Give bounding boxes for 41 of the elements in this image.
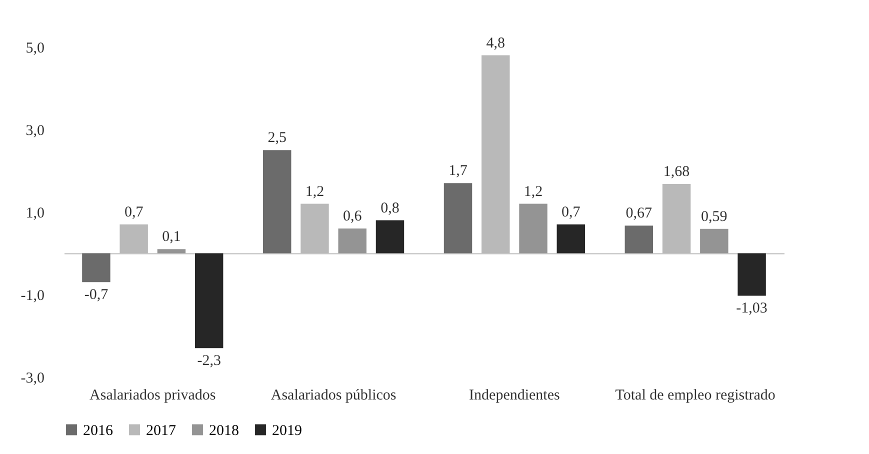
legend-label: 2018 xyxy=(209,422,239,439)
y-tick-label: -3,0 xyxy=(20,370,44,386)
data-label: 1,7 xyxy=(448,163,468,180)
data-label: 0,67 xyxy=(626,206,653,222)
data-label: 2,5 xyxy=(268,130,286,146)
data-label: 0,59 xyxy=(701,208,728,225)
bar xyxy=(700,228,728,254)
data-label: 1,68 xyxy=(663,164,690,180)
data-label: 1,2 xyxy=(305,184,324,200)
y-tick-label: 3,0 xyxy=(26,123,44,139)
bar xyxy=(519,204,548,254)
data-label: 0,1 xyxy=(162,229,181,246)
data-label: 4,8 xyxy=(486,35,506,52)
bar xyxy=(262,150,292,254)
data-label: -0,7 xyxy=(84,287,109,304)
y-tick-label: 1,0 xyxy=(26,206,44,222)
data-label: 1,2 xyxy=(524,184,543,200)
y-tick-label: -1,0 xyxy=(20,288,44,304)
bar xyxy=(624,226,654,254)
data-label: 0,6 xyxy=(342,208,362,224)
bar xyxy=(444,183,472,254)
legend-label: 2019 xyxy=(272,422,302,439)
data-label: -2,3 xyxy=(197,353,221,370)
data-label: 0,7 xyxy=(562,204,581,220)
bar xyxy=(556,224,586,254)
bar xyxy=(82,253,110,282)
data-label: 0,8 xyxy=(380,200,400,216)
bar xyxy=(376,220,404,254)
x-tick-label: Asalariados públicos xyxy=(270,388,396,404)
x-tick-label: Independientes xyxy=(469,388,560,404)
data-label: 0,7 xyxy=(124,204,144,220)
legend-label: 2017 xyxy=(146,422,176,439)
data-label: -1,03 xyxy=(736,300,768,317)
bar xyxy=(738,253,766,296)
bar xyxy=(194,253,224,348)
legend-label: 2016 xyxy=(83,422,114,439)
x-tick-label: Asalariados privados xyxy=(90,388,216,404)
y-tick-label: 5,0 xyxy=(26,40,44,56)
bar xyxy=(338,228,366,254)
x-tick-label: Total de empleo registrado xyxy=(615,388,776,404)
bar xyxy=(157,249,186,254)
